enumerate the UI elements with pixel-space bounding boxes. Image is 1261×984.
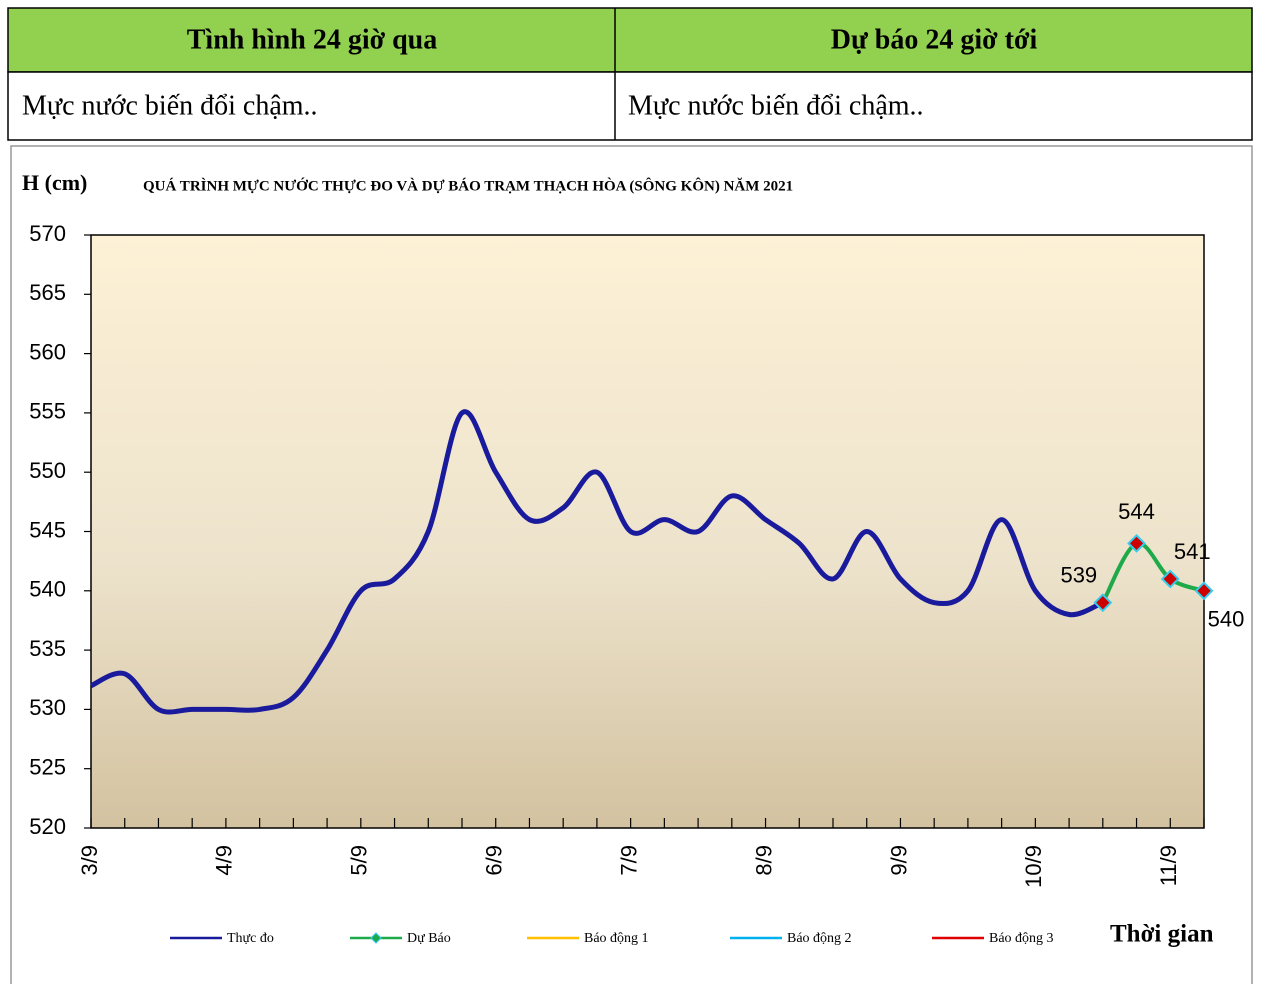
x-tick-label: 9/9 (886, 845, 911, 876)
series-line (89, 409, 1104, 715)
data-label: 541 (1174, 539, 1211, 564)
data-label: 544 (1118, 499, 1155, 524)
x-tick-label: 10/9 (1021, 845, 1046, 888)
chart-title: QUÁ TRÌNH MỰC NƯỚC THỰC ĐO VÀ DỰ BÁO TRẠ… (143, 177, 793, 194)
data-label: 539 (1060, 562, 1097, 587)
marker (1127, 533, 1146, 553)
table-cell: Mực nước biến đổi chậm.. (22, 90, 318, 121)
legend-label: Báo động 3 (989, 931, 1054, 946)
x-tick-label: 4/9 (212, 845, 237, 876)
table-header (7, 7, 1253, 73)
legend-marker (370, 932, 382, 944)
x-tick-label: 3/9 (77, 845, 102, 876)
x-tick-label: 11/9 (1156, 845, 1181, 886)
y-axis-label: H (cm) (22, 170, 87, 195)
marker (1160, 569, 1180, 589)
legend-label: Dự Báo (407, 931, 451, 946)
legend-label: Thực đo (227, 931, 274, 946)
y-tick-label: 545 (29, 517, 66, 542)
x-tick-label: 6/9 (482, 845, 507, 876)
y-tick-label: 570 (29, 221, 66, 246)
series-line (1101, 541, 1205, 604)
header-cell: Dự báo 24 giờ tới (831, 24, 1038, 55)
y-tick-label: 525 (29, 755, 66, 780)
data-label: 540 (1208, 607, 1245, 632)
y-tick-label: 555 (29, 399, 66, 424)
marker (1093, 593, 1113, 613)
legend-label: Báo động 2 (787, 931, 852, 946)
x-tick-label: 5/9 (347, 845, 372, 876)
y-tick-label: 530 (29, 695, 66, 720)
table-row (7, 71, 1253, 141)
y-tick-label: 565 (29, 280, 66, 305)
x-tick-label: 7/9 (616, 845, 641, 876)
y-tick-label: 550 (29, 458, 66, 483)
y-tick-label: 520 (29, 814, 66, 839)
y-tick-label: 560 (29, 339, 66, 364)
x-axis-label: Thời gian (1110, 921, 1214, 948)
marker (1194, 581, 1214, 601)
y-tick-label: 535 (29, 636, 66, 661)
table-cell: Mực nước biến đổi chậm.. (628, 90, 924, 121)
x-tick-label: 8/9 (751, 845, 776, 876)
legend-label: Báo động 1 (584, 931, 649, 946)
y-tick-label: 540 (29, 577, 66, 602)
header-cell: Tình hình 24 giờ qua (187, 24, 438, 55)
